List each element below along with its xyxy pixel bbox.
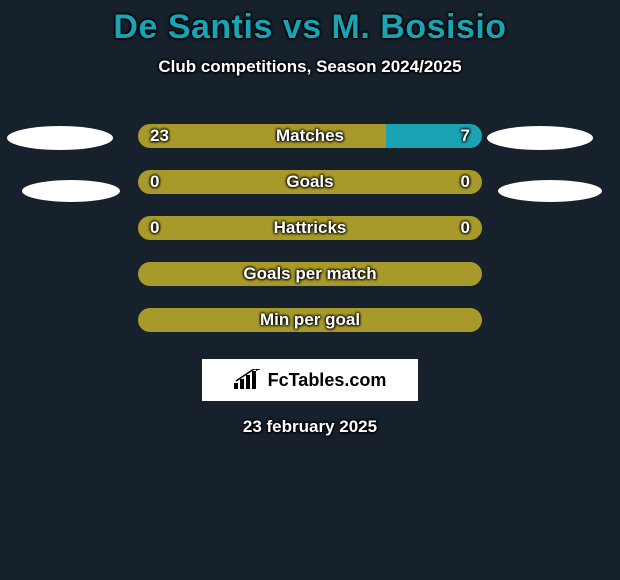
stat-value-right: 0 xyxy=(461,170,470,194)
stat-value-left: 0 xyxy=(150,170,159,194)
stat-bar: Goals per match xyxy=(138,262,482,286)
footer-date: 23 february 2025 xyxy=(0,417,620,437)
stat-rows: Matches237Goals00Hattricks00Goals per ma… xyxy=(0,113,620,343)
stat-row: Min per goal xyxy=(0,297,620,343)
stat-bar: Min per goal xyxy=(138,308,482,332)
stat-row: Matches23 7 xyxy=(0,113,620,159)
comparison-card: De Santis vs M. Bosisio Club competition… xyxy=(0,0,620,580)
stat-label: Min per goal xyxy=(138,308,482,332)
stat-value-left: 0 xyxy=(150,216,159,240)
stat-value-left: 23 xyxy=(150,124,169,148)
stat-label: Goals per match xyxy=(138,262,482,286)
stat-value-right: 7 xyxy=(461,124,470,148)
stat-bar: Goals xyxy=(138,170,482,194)
stat-bar: Matches xyxy=(138,124,482,148)
stat-bar: Hattricks xyxy=(138,216,482,240)
stat-row: Goals0 0 xyxy=(0,159,620,205)
title: De Santis vs M. Bosisio xyxy=(0,0,620,47)
fctables-logo: FcTables.com xyxy=(202,359,418,401)
stat-label: Hattricks xyxy=(138,216,482,240)
stat-row: Goals per match xyxy=(0,251,620,297)
logo-bars-icon xyxy=(234,369,262,391)
subtitle: Club competitions, Season 2024/2025 xyxy=(0,57,620,77)
stat-label: Matches xyxy=(138,124,482,148)
stat-label: Goals xyxy=(138,170,482,194)
stat-row: Hattricks0 0 xyxy=(0,205,620,251)
logo-text: FcTables.com xyxy=(268,370,387,391)
stat-value-right: 0 xyxy=(461,216,470,240)
